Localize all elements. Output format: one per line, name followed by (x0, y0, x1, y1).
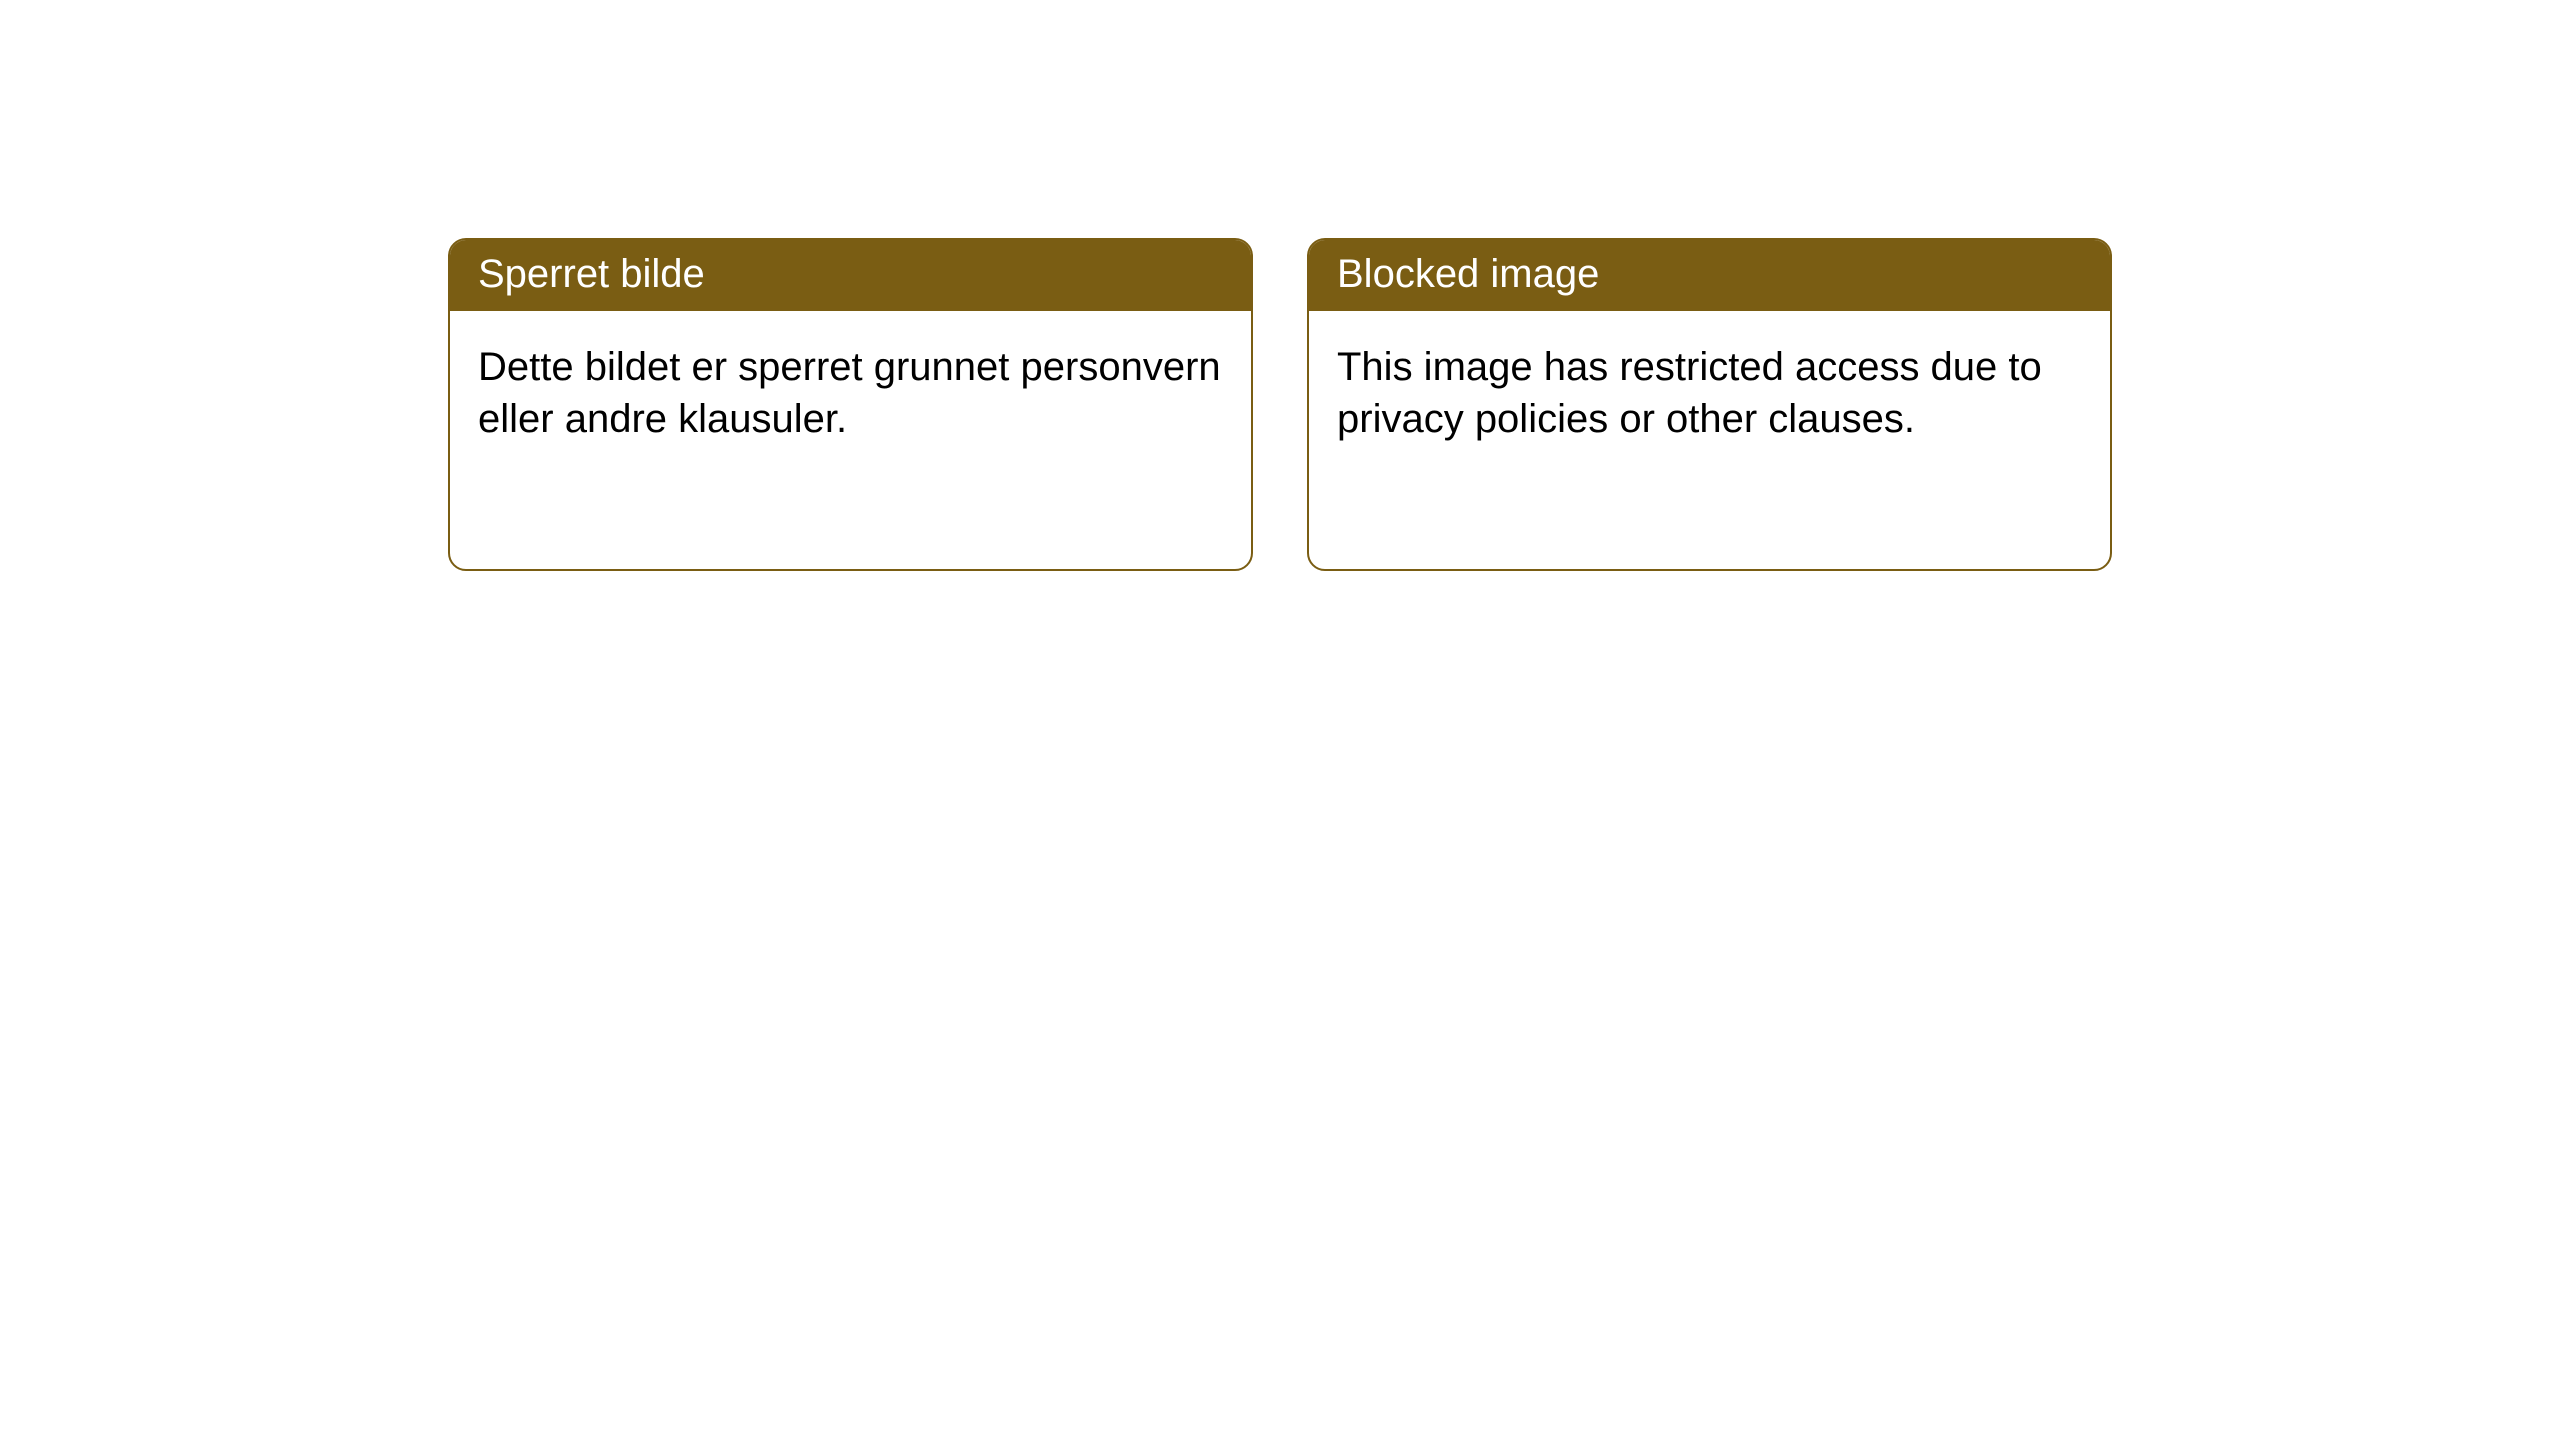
notice-body-english: This image has restricted access due to … (1309, 311, 2110, 475)
notice-container: Sperret bilde Dette bildet er sperret gr… (0, 0, 2560, 571)
notice-body-norwegian: Dette bildet er sperret grunnet personve… (450, 311, 1251, 475)
notice-header-english: Blocked image (1309, 240, 2110, 311)
notice-header-norwegian: Sperret bilde (450, 240, 1251, 311)
notice-card-english: Blocked image This image has restricted … (1307, 238, 2112, 571)
notice-card-norwegian: Sperret bilde Dette bildet er sperret gr… (448, 238, 1253, 571)
